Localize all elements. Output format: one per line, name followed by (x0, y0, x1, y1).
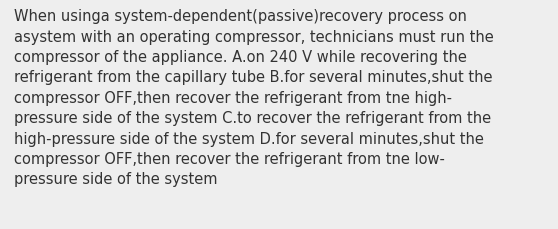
Text: When usinga system-dependent(passive)recovery process on
asystem with an operati: When usinga system-dependent(passive)rec… (14, 9, 494, 187)
